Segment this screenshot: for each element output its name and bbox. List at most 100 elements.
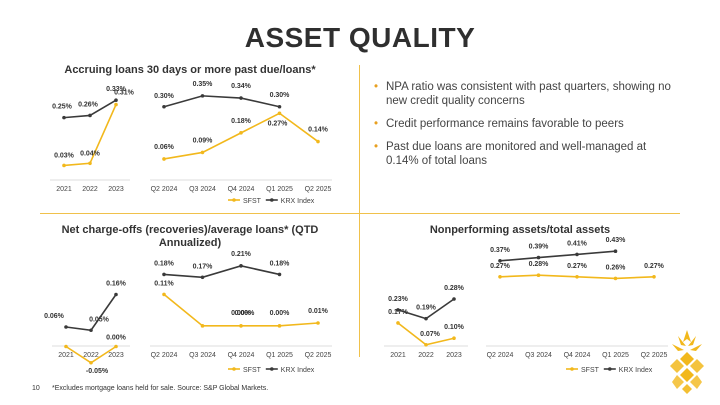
pineapple-logo-icon <box>670 330 704 394</box>
data-label: 0.18% <box>154 260 175 267</box>
sfst-data-point <box>64 344 68 349</box>
krx-data-point <box>277 272 282 277</box>
bullet-text: Past due loans are monitored and well-ma… <box>386 141 647 167</box>
krx-data-point <box>114 98 118 103</box>
data-label: 0.34% <box>231 83 252 90</box>
data-label: 0.27% <box>567 263 588 270</box>
krx-data-point <box>62 115 66 120</box>
bullet-dot-icon: • <box>374 141 379 153</box>
krx-data-point <box>88 113 92 118</box>
data-label: 0.30% <box>270 92 291 99</box>
legend-label: SFST <box>243 367 262 374</box>
data-label: 0.11% <box>154 280 174 287</box>
data-label: 0.03% <box>54 152 75 159</box>
x-tick-label: Q4 2024 <box>564 352 591 359</box>
data-label: 0.00% <box>231 310 252 317</box>
sfst-data-point <box>239 131 243 135</box>
data-label: 0.26% <box>606 264 627 271</box>
legend-marker <box>570 367 574 371</box>
krx-data-point <box>498 259 502 263</box>
legend-label: KRX Index <box>281 367 315 374</box>
krx-data-point <box>452 297 456 301</box>
data-label: 0.21% <box>231 251 252 258</box>
sfst-data-point <box>277 111 282 116</box>
data-label: 0.04% <box>80 150 101 157</box>
data-label: 0.27% <box>268 120 289 127</box>
sfst-data-point <box>498 275 502 279</box>
krx-data-point <box>277 104 282 109</box>
data-label: 0.27% <box>644 263 665 270</box>
x-tick-label: 2023 <box>446 352 462 359</box>
sfst-data-point <box>452 336 456 341</box>
data-label: 0.39% <box>529 244 550 251</box>
x-tick-label: Q4 2024 <box>228 352 255 359</box>
x-tick-label: Q1 2025 <box>602 352 629 359</box>
data-label: 0.23% <box>388 296 409 303</box>
sfst-data-point <box>200 150 205 155</box>
krx-series-line <box>163 95 280 108</box>
krx-data-point <box>396 308 400 312</box>
x-tick-label: Q2 2024 <box>151 186 178 193</box>
x-tick-label: Q3 2024 <box>189 352 216 359</box>
legend-label: SFST <box>243 198 262 205</box>
bullet-text: NPA ratio was consistent with past quart… <box>386 81 671 107</box>
krx-data-point <box>536 255 541 260</box>
x-tick-label: 2023 <box>108 352 124 359</box>
data-label: 0.41% <box>567 240 588 247</box>
data-label: 0.17% <box>193 263 214 270</box>
data-label: 0.06% <box>44 313 65 320</box>
data-label: 0.06% <box>154 144 175 151</box>
sfst-data-point <box>277 324 282 328</box>
bullet-text: Credit performance remains favorable to … <box>386 118 624 130</box>
legend-label: KRX Index <box>619 367 653 374</box>
chart-title-npa: Nonperforming assets/total assets <box>429 224 611 236</box>
sfst-data-point <box>316 321 320 325</box>
sfst-data-point <box>575 275 579 279</box>
bullet-item: • Past due loans are monitored and well-m… <box>374 140 674 168</box>
bullet-list: • NPA ratio was consistent with past quar… <box>374 80 674 177</box>
x-tick-label: Q4 2024 <box>228 186 255 193</box>
x-tick-label: Q1 2025 <box>266 352 293 359</box>
krx-data-point <box>200 275 205 280</box>
x-tick-label: Q2 2025 <box>641 352 668 359</box>
data-label: 0.17% <box>388 309 409 316</box>
bullet-item: • NPA ratio was consistent with past quar… <box>374 80 674 108</box>
legend-marker <box>270 198 274 202</box>
data-label: 0.25% <box>52 104 73 111</box>
krx-data-point <box>162 272 166 277</box>
sfst-data-point <box>316 139 320 144</box>
horizontal-divider <box>40 213 680 214</box>
krx-data-point <box>114 292 118 297</box>
krx-data-point <box>575 252 579 257</box>
data-label: -0.05% <box>86 368 109 375</box>
krx-data-point <box>64 325 68 329</box>
krx-data-point <box>200 94 205 98</box>
x-tick-label: 2021 <box>58 352 74 359</box>
data-label: 0.37% <box>490 247 511 254</box>
data-label: 0.01% <box>308 308 329 315</box>
data-label: 0.19% <box>416 305 437 312</box>
x-tick-label: Q3 2024 <box>525 352 552 359</box>
sfst-data-point <box>536 273 541 278</box>
sfst-data-point <box>424 342 428 347</box>
krx-data-point <box>162 104 166 109</box>
data-label: 0.05% <box>89 316 110 323</box>
data-label: 0.28% <box>444 285 465 292</box>
x-tick-label: Q3 2024 <box>189 186 216 193</box>
x-tick-label: Q2 2024 <box>487 352 514 359</box>
legend-label: KRX Index <box>281 198 315 205</box>
x-tick-label: Q2 2024 <box>151 352 178 359</box>
krx-series-line <box>163 265 280 279</box>
sfst-data-point <box>162 292 166 297</box>
sfst-data-point <box>396 321 400 325</box>
krx-data-point <box>239 264 243 268</box>
sfst-data-point <box>62 163 66 168</box>
chart-title-past-due: Accruing loans 30 days or more past due/… <box>64 64 316 76</box>
data-label: 0.31% <box>114 90 135 97</box>
krx-series-line <box>499 250 616 262</box>
data-label: 0.00% <box>106 335 127 342</box>
sfst-data-point <box>162 157 166 161</box>
data-label: 0.27% <box>490 263 511 270</box>
data-label: 0.33% <box>106 86 127 93</box>
